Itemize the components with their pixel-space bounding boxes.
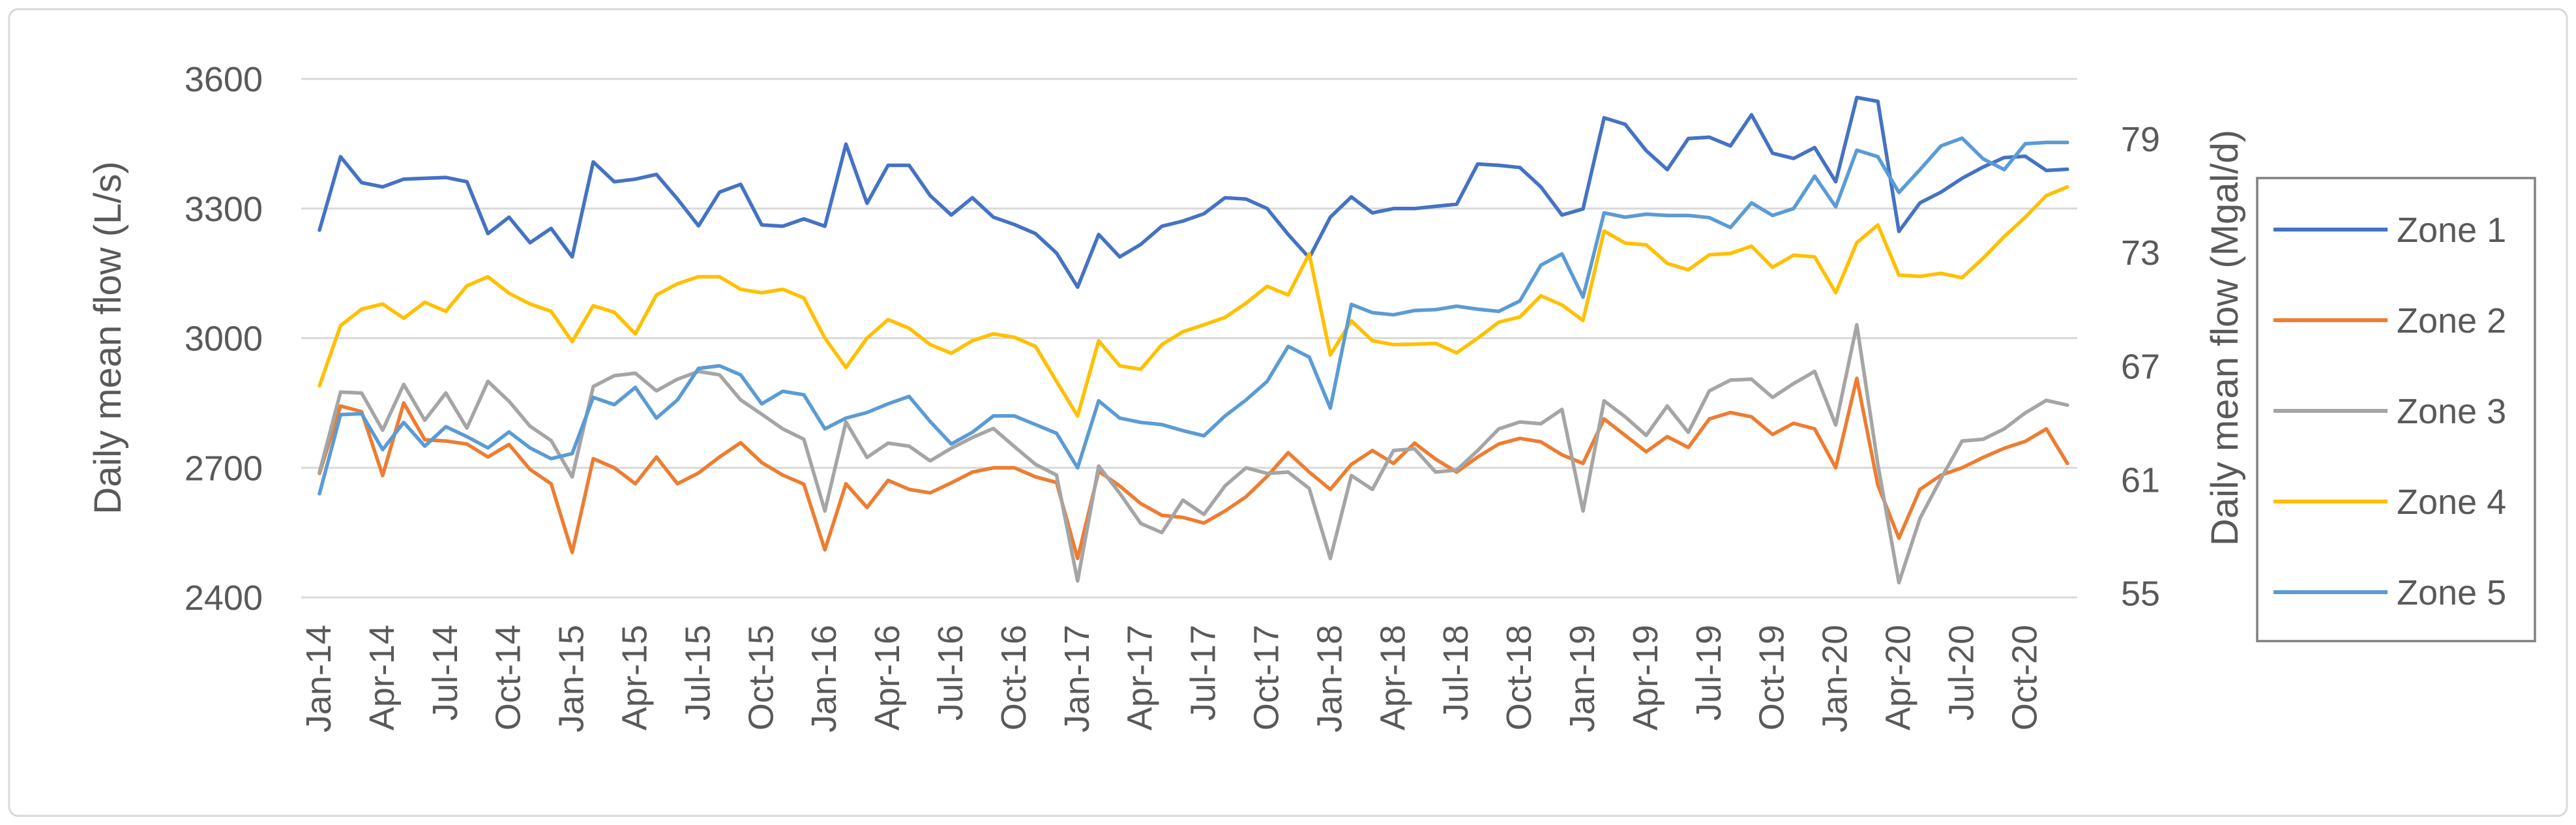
x-axis-tick-label: Jan-19 [1563, 625, 1602, 732]
x-axis-tick-label: Jan-20 [1816, 625, 1855, 732]
left-axis-tick-label: 2700 [185, 449, 263, 488]
right-axis-tick-label: 61 [2121, 460, 2160, 500]
x-axis-tick-label: Apr-15 [615, 625, 655, 730]
x-axis-tick-label: Jan-17 [1058, 625, 1097, 732]
legend-label-zone-4: Zone 4 [2397, 483, 2506, 522]
x-axis-tick-label: Oct-17 [1247, 625, 1286, 730]
x-axis-tick-label: Jul-15 [678, 625, 717, 721]
legend-item-zone-2: Zone 2 [2273, 301, 2506, 340]
left-axis-title: Daily mean flow (L/s) [87, 161, 129, 514]
x-axis-tick-label: Jan-16 [805, 625, 844, 732]
x-axis-tick-label: Oct-19 [1753, 625, 1792, 730]
x-axis-tick-label: Apr-17 [1121, 625, 1160, 730]
gridlines [301, 78, 2077, 599]
x-axis-tick-label: Apr-18 [1373, 625, 1412, 730]
series-line-zone-1 [318, 95, 2069, 290]
left-axis-tick-label: 3000 [185, 320, 263, 359]
x-axis-tick-label: Jan-18 [1310, 625, 1349, 732]
x-axis-tick-labels: Jan-14 Apr-14 Jul-14 Oct-14 Jan-15 Apr-15 Jul-… [299, 625, 2044, 732]
right-axis-tick-labels: 79 73 67 61 55 [2121, 120, 2160, 614]
x-axis-tick-label: Jul-14 [426, 625, 465, 721]
right-axis-tick-label: 73 [2121, 233, 2160, 273]
x-axis-tick-label: Jan-15 [552, 625, 591, 732]
legend-item-zone-3: Zone 3 [2273, 392, 2506, 431]
x-axis-tick-label: Oct-18 [1500, 625, 1539, 730]
legend-item-zone-4: Zone 4 [2273, 483, 2506, 522]
left-axis-tick-label: 2400 [185, 578, 263, 618]
right-axis-tick-label: 67 [2121, 347, 2160, 386]
right-axis-title: Daily mean flow (Mgal/d) [2204, 130, 2246, 546]
legend-label-zone-1: Zone 1 [2397, 211, 2506, 250]
x-axis-tick-label: Oct-14 [489, 625, 528, 730]
x-axis-tick-label: Jan-14 [299, 625, 338, 732]
x-axis-tick-label: Apr-16 [868, 625, 907, 730]
legend-label-zone-3: Zone 3 [2397, 392, 2506, 431]
x-axis-tick-label: Jul-20 [1942, 625, 1981, 721]
left-axis-tick-labels: 3600 3300 3000 2700 2400 [185, 60, 263, 618]
series-line-zone-3 [318, 323, 2069, 585]
plot-series [318, 95, 2069, 585]
left-axis-tick-label: 3600 [185, 60, 263, 99]
x-axis-tick-label: Oct-15 [741, 625, 780, 730]
legend-label-zone-2: Zone 2 [2397, 301, 2506, 340]
x-axis-tick-label: Jul-18 [1436, 625, 1475, 721]
right-axis-tick-label: 79 [2121, 120, 2160, 159]
x-axis-tick-label: Apr-14 [363, 625, 402, 730]
chart-frame-border [8, 8, 2568, 817]
x-axis-tick-label: Oct-16 [994, 625, 1033, 730]
legend-label-zone-5: Zone 5 [2397, 573, 2506, 612]
legend-item-zone-5: Zone 5 [2273, 573, 2506, 612]
x-axis-tick-label: Jul-16 [931, 625, 970, 721]
x-axis-tick-label: Jul-19 [1689, 625, 1728, 721]
series-line-zone-4 [318, 185, 2069, 418]
series-line-zone-2 [318, 376, 2069, 561]
series-line-zone-5 [318, 136, 2069, 496]
x-axis-tick-label: Apr-19 [1626, 625, 1665, 730]
left-axis-tick-label: 3300 [185, 190, 263, 229]
x-axis-tick-label: Jul-17 [1184, 625, 1223, 721]
x-axis-tick-label: Oct-20 [2005, 625, 2044, 730]
legend-item-zone-1: Zone 1 [2273, 211, 2506, 250]
right-axis-tick-label: 55 [2121, 575, 2160, 614]
legend: Zone 1 Zone 2 Zone 3 Zone 4 Zone 5 [2256, 177, 2536, 642]
x-axis-tick-label: Apr-20 [1879, 625, 1918, 730]
